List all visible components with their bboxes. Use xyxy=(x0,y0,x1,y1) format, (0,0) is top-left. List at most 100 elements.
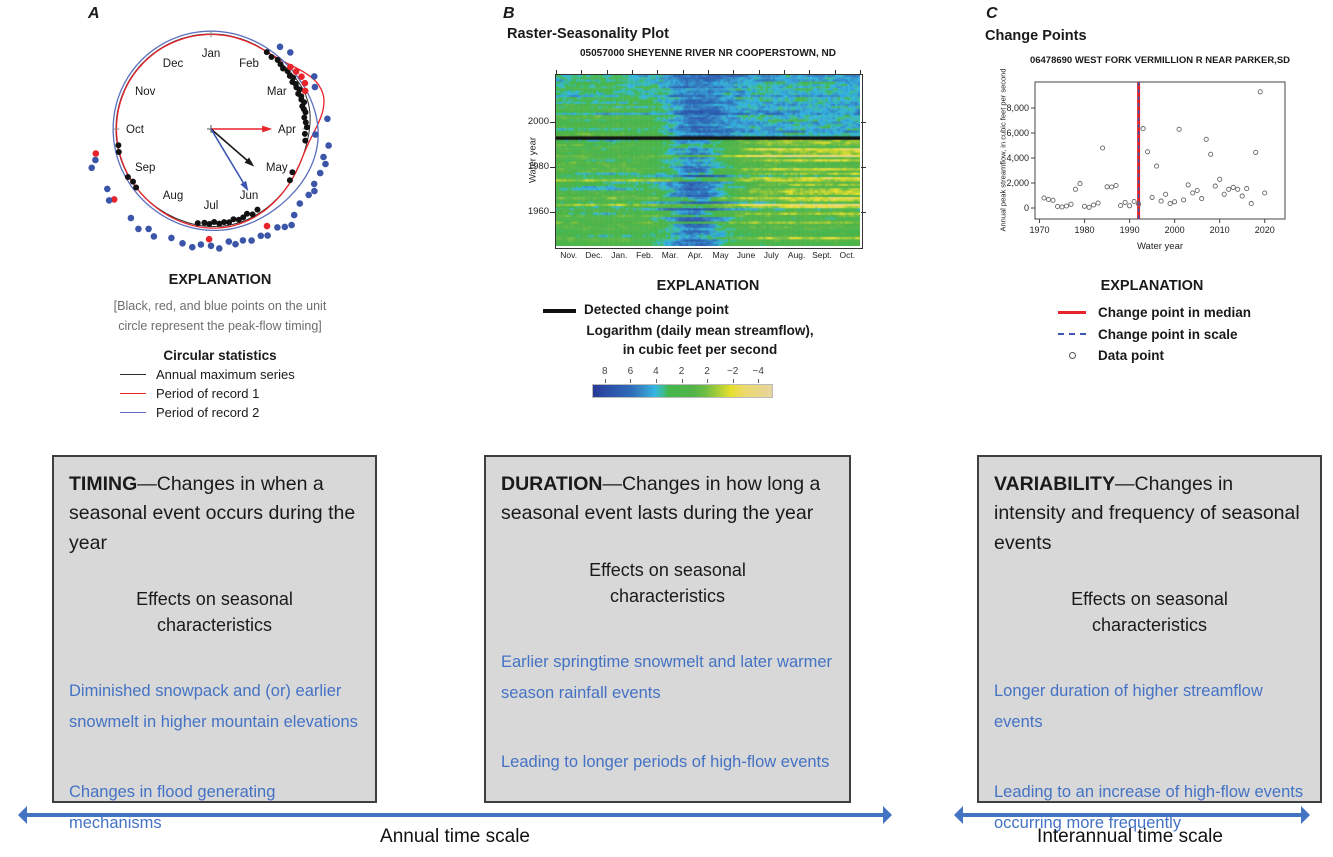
y-tick-mark xyxy=(550,122,555,124)
streamflow-colorbar: 8 6 4 2 2 −2 −4 xyxy=(592,366,773,398)
legend-item-median-change: Change point in median xyxy=(1058,304,1251,320)
blue-line-swatch xyxy=(120,411,146,413)
colorbar-title-line2: in cubic feet per second xyxy=(622,341,778,357)
y-tick-label: 8,000 xyxy=(1006,103,1029,113)
month-tick-label: Aug. xyxy=(787,250,806,260)
y-tick-mark xyxy=(550,167,555,169)
legend-item-data-point: Data point xyxy=(1058,347,1164,363)
month-boundary-tick xyxy=(632,70,633,75)
month-tick-label: Oct. xyxy=(839,250,856,260)
box-term: DURATION xyxy=(501,473,603,495)
annual-max-mean-direction-arrow xyxy=(210,128,249,163)
colorbar-tick-mark xyxy=(707,379,709,383)
open-circle-swatch xyxy=(1058,351,1086,359)
panel-a-note-line2: circle represent the peak-flow timing] xyxy=(118,319,322,333)
legend-label: Change point in scale xyxy=(1098,326,1238,342)
effect-item: Changes in flood generating mechanisms xyxy=(69,782,276,832)
red-peak-flow-points xyxy=(92,63,309,243)
x-tick-label: 2020 xyxy=(1255,225,1275,235)
month-boundary-tick xyxy=(708,70,709,75)
month-tick-label: Mar. xyxy=(661,250,679,260)
y-tick-mark xyxy=(861,167,866,169)
colorbar-title: Logarithm (daily mean streamflow), in cu… xyxy=(550,322,850,360)
colorbar-tick-label: −4 xyxy=(752,366,764,377)
interannual-time-scale-label: Interannual time scale xyxy=(1037,826,1223,847)
x-tick-label: 2010 xyxy=(1210,225,1230,235)
change-point-label: Detected change point xyxy=(584,302,729,317)
colorbar-tick-label: 8 xyxy=(602,366,608,377)
box-definition: —Changes in intensity and frequency of s… xyxy=(994,473,1300,554)
period-1-mean-direction-arrowhead xyxy=(262,125,273,133)
y-tick-label: 4,000 xyxy=(1006,153,1029,163)
month-tick-label: Sept. xyxy=(812,250,832,260)
box-definition: —Changes in when a seasonal event occurs… xyxy=(69,473,356,554)
duration-heading: DURATION—Changes in how long a seasonal … xyxy=(501,470,834,529)
effects-subheading: Effects on seasonal characteristics xyxy=(1071,588,1228,635)
month-boundary-tick xyxy=(860,70,861,75)
panel-c-explanation-title: EXPLANATION xyxy=(1100,278,1204,294)
effects-subheading: Effects on seasonal characteristics xyxy=(589,559,746,606)
effect-item: Diminished snowpack and (or) earlier sno… xyxy=(69,681,358,732)
effect-item: Longer duration of higher streamflow eve… xyxy=(994,681,1263,732)
legend-item-annual-maximum: Annual maximum series xyxy=(120,366,295,382)
effect-item: Earlier springtime snowmelt and later wa… xyxy=(501,652,833,703)
colorbar-tick-label: 2 xyxy=(678,366,685,377)
month-label: Mar xyxy=(267,86,287,98)
colorbar-tick-label: −2 xyxy=(726,366,739,377)
circular-statistics-legend-title: Circular statistics xyxy=(163,348,277,363)
red-line-swatch xyxy=(120,392,146,394)
station-name-b: 05057000 SHEYENNE RIVER NR COOPERSTOWN, … xyxy=(579,48,836,59)
timing-box: TIMING—Changes in when a seasonal event … xyxy=(52,455,377,832)
y-axis-label-b: Water year xyxy=(527,136,539,184)
month-boundary-tick xyxy=(733,70,735,75)
interannual-time-scale-arrow xyxy=(954,806,1310,824)
month-tick-label: Nov. xyxy=(560,250,578,260)
legend-label: Change point in median xyxy=(1098,304,1252,320)
x-tick-label: 2000 xyxy=(1165,225,1185,235)
colorbar-tick-mark xyxy=(732,379,734,383)
legend-label: Annual maximum series xyxy=(156,366,295,382)
x-axis-label: Water year xyxy=(1137,241,1183,252)
month-label: Jul xyxy=(204,200,219,212)
month-boundary-tick xyxy=(556,70,557,75)
x-tick-label: 1970 xyxy=(1029,225,1049,235)
panel-b-letter: B xyxy=(503,5,515,22)
colorbar-tick-label: 2 xyxy=(704,366,710,377)
month-tick-label: June xyxy=(736,250,756,260)
y-tick-mark xyxy=(861,212,866,214)
effects-subheading: Effects on seasonal characteristics xyxy=(136,588,293,635)
panel-c-letter: C xyxy=(986,5,998,22)
duration-box: DURATION—Changes in how long a seasonal … xyxy=(484,455,851,803)
panel-a-note: [Black, red, and blue points on the unit… xyxy=(50,296,390,336)
panel-a-letter: A xyxy=(88,5,100,22)
month-boundary-tick xyxy=(606,70,608,75)
month-label: Apr xyxy=(278,124,296,136)
annual-peak-streamflow-scatter: 1970 1980 1990 2000 2010 2020 0 2,000 4,000 6,000… xyxy=(1006,81,1286,252)
month-label: Aug xyxy=(163,190,183,202)
colorbar-tick-label: 6 xyxy=(627,366,634,377)
water-year-tick-label: 1980 xyxy=(527,161,549,173)
legend-label: Period of record 2 xyxy=(156,404,260,420)
change-points-title: Change Points xyxy=(985,28,1087,44)
variability-heading: VARIABILITY—Changes in intensity and fre… xyxy=(994,470,1305,558)
month-label: Oct xyxy=(126,124,145,136)
curve-period-of-record-1 xyxy=(115,33,325,229)
water-year-tick-label: 2000 xyxy=(527,116,549,128)
y-tick-label: 2,000 xyxy=(1006,178,1029,188)
month-boundary-tick xyxy=(682,70,684,75)
timing-heading: TIMING—Changes in when a seasonal event … xyxy=(69,470,360,558)
y-tick-label: 6,000 xyxy=(1006,128,1029,138)
legend-item-scale-change: Change point in scale xyxy=(1058,326,1238,342)
month-boundary-tick xyxy=(581,70,583,75)
red-line-swatch xyxy=(1058,310,1086,314)
month-boundary-tick xyxy=(784,70,785,75)
month-label: Sep xyxy=(135,162,155,174)
effect-item: Leading to longer periods of high-flow e… xyxy=(501,753,830,772)
change-point-line-swatch xyxy=(543,309,576,313)
effect-item: Leading to an increase of high-flow even… xyxy=(994,782,1304,832)
curve-period-of-record-2 xyxy=(112,30,319,232)
station-name-c: 06478690 WEST FORK VERMILLION R NEAR PAR… xyxy=(1029,55,1291,66)
y-tick-mark xyxy=(861,122,866,124)
heatmap-frame xyxy=(555,74,863,249)
month-tick-label: Feb. xyxy=(636,250,654,260)
